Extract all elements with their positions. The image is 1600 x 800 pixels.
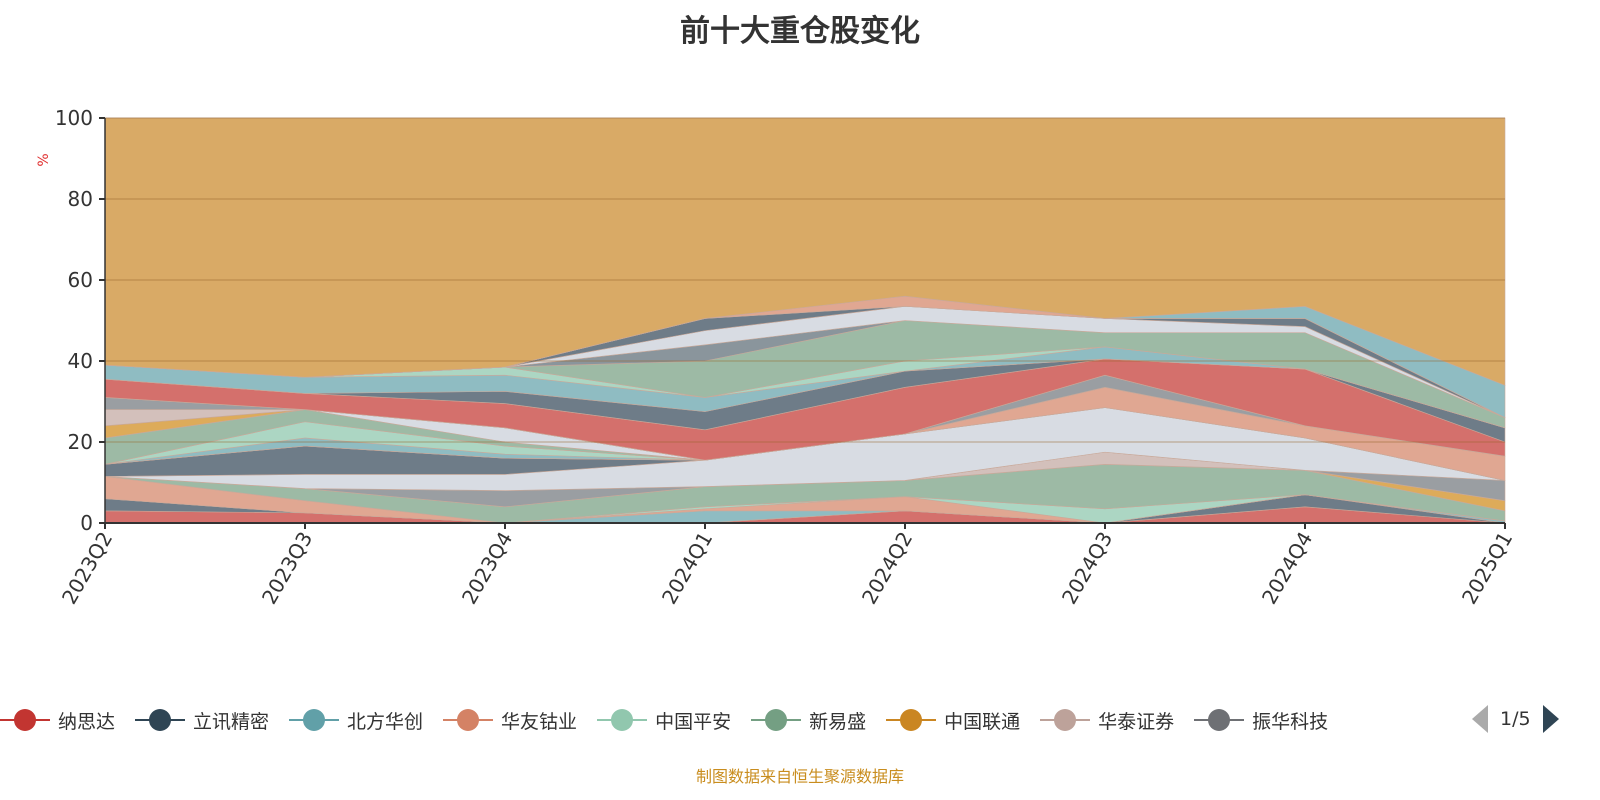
legend-marker-icon bbox=[443, 709, 494, 731]
legend-label: 华友钴业 bbox=[501, 710, 578, 733]
legend-item[interactable]: 中国联通 bbox=[886, 707, 1020, 734]
y-tick-label: 100 bbox=[55, 106, 93, 130]
y-tick-label: 0 bbox=[80, 511, 93, 535]
y-tick-label: 80 bbox=[68, 187, 93, 211]
legend-item[interactable]: 纳思达 bbox=[0, 707, 115, 734]
legend-label: 中国平安 bbox=[655, 710, 732, 733]
legend-marker-icon bbox=[886, 709, 937, 731]
area-series-29 bbox=[104, 117, 1506, 386]
legend-item[interactable]: 华泰证券 bbox=[1040, 707, 1174, 734]
legend-item[interactable]: 立讯精密 bbox=[135, 707, 269, 734]
x-tick-label: 2023Q2 bbox=[57, 528, 117, 609]
legend-marker-icon bbox=[135, 709, 186, 731]
y-tick-label: 60 bbox=[68, 268, 93, 292]
legend-item[interactable]: 振华科技 bbox=[1194, 707, 1328, 734]
x-tick-label: 2025Q1 bbox=[1457, 528, 1517, 609]
next-page-icon[interactable] bbox=[1542, 705, 1559, 733]
legend-item[interactable]: 中国平安 bbox=[597, 707, 731, 734]
legend-marker-icon bbox=[751, 709, 802, 731]
chart-title: 前十大重仓股变化 bbox=[680, 14, 920, 49]
legend-label: 振华科技 bbox=[1252, 710, 1329, 733]
legend: 纳思达 立讯精密 北方华创 华友钴业 中国平安 新易盛 中国联通 华泰证券 振华科技 bbox=[0, 705, 1465, 735]
source-note: 制图数据来自恒生聚源数据库 bbox=[695, 767, 904, 786]
x-tick-label: 2024Q2 bbox=[857, 528, 917, 609]
x-tick-label: 2024Q3 bbox=[1057, 528, 1117, 609]
legend-item[interactable]: 新易盛 bbox=[751, 707, 866, 734]
x-tick-label: 2024Q1 bbox=[657, 528, 717, 609]
legend-label: 纳思达 bbox=[58, 710, 116, 733]
legend-item[interactable]: 华友钴业 bbox=[443, 707, 577, 734]
legend-marker-icon bbox=[289, 709, 340, 731]
x-tick-label: 2023Q3 bbox=[257, 528, 317, 609]
y-axis-label: % bbox=[36, 153, 52, 166]
x-tick-label: 2023Q4 bbox=[457, 528, 517, 609]
y-tick-label: 40 bbox=[68, 349, 93, 373]
y-tick-label: 20 bbox=[68, 430, 93, 454]
legend-marker-icon bbox=[597, 709, 648, 731]
legend-item[interactable]: 北方华创 bbox=[289, 707, 423, 734]
legend-marker-icon bbox=[0, 709, 50, 731]
legend-marker-icon bbox=[1194, 709, 1245, 731]
legend-label: 华泰证券 bbox=[1098, 710, 1175, 733]
legend-label: 立讯精密 bbox=[193, 710, 270, 733]
legend-label: 北方华创 bbox=[347, 710, 424, 733]
prev-page-icon[interactable] bbox=[1472, 705, 1488, 733]
legend-label: 新易盛 bbox=[809, 710, 867, 733]
x-tick-label: 2024Q4 bbox=[1257, 528, 1317, 609]
legend-page-label: 1/5 bbox=[1500, 708, 1531, 730]
legend-label: 中国联通 bbox=[944, 710, 1021, 733]
legend-marker-icon bbox=[1040, 709, 1091, 731]
legend-pager: 1/5 bbox=[1472, 705, 1559, 733]
